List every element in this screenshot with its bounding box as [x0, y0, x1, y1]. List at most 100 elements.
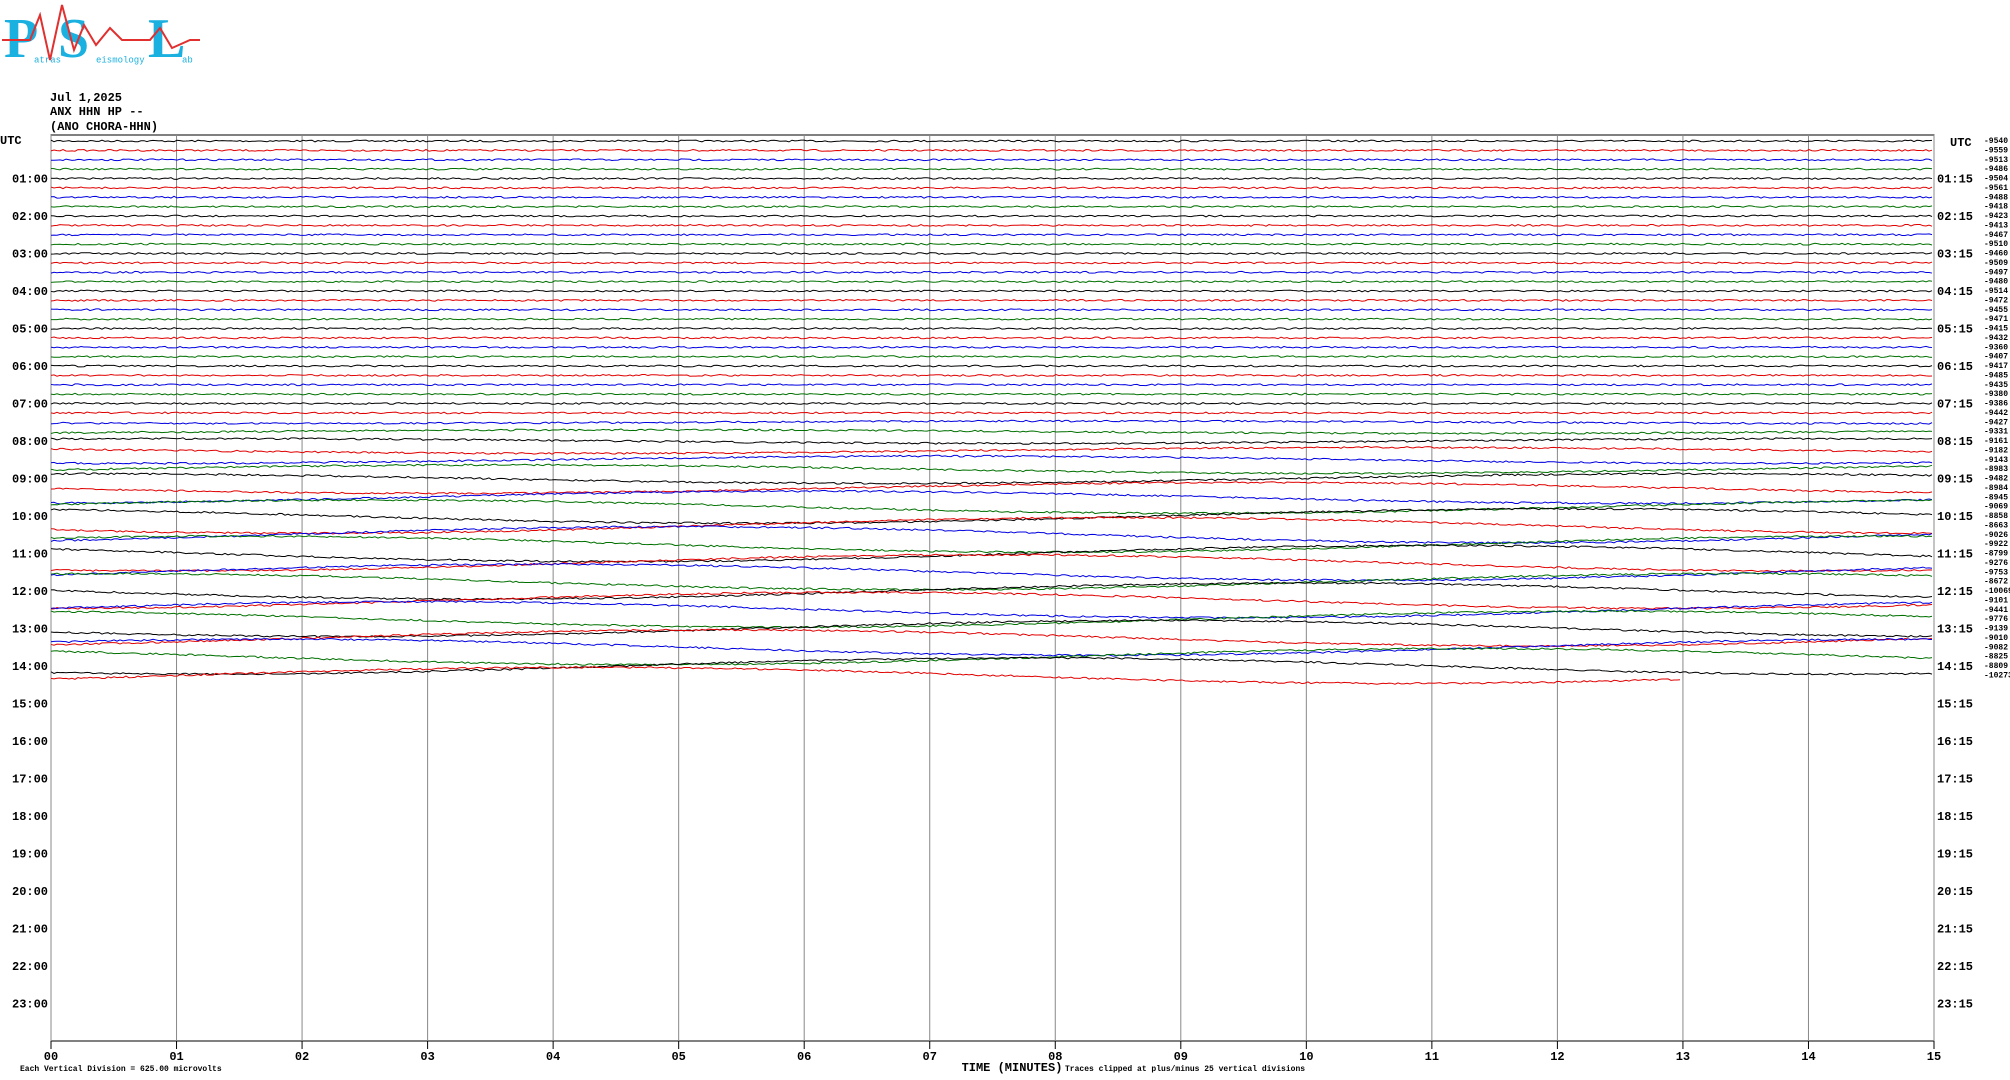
hour-label-right: 14:15	[1937, 660, 1973, 674]
logo-wave	[2, 4, 200, 61]
trace-offset-label: -9471	[1984, 315, 2008, 324]
trace-offset-label: -9472	[1984, 296, 2008, 305]
trace-offset-label: -9026	[1984, 531, 2008, 540]
trace-offset-label: -9485	[1984, 371, 2008, 380]
logo-letter: P	[4, 8, 38, 70]
location: (ANO CHORA-HHN)	[50, 120, 158, 134]
hour-label-right: 21:15	[1937, 923, 1973, 937]
hour-label: 19:00	[12, 848, 48, 862]
trace	[50, 419, 1933, 425]
hour-label-right: 08:15	[1937, 435, 1973, 449]
trace-offset-label: -9455	[1984, 306, 2008, 315]
hour-label: 22:00	[12, 960, 48, 974]
x-tick-label: 06	[797, 1050, 811, 1064]
hour-label-right: 20:15	[1937, 885, 1973, 899]
trace-offset-label: -9161	[1984, 437, 2008, 446]
trace	[50, 392, 1933, 396]
trace-offset-label: -9561	[1984, 184, 2008, 193]
hour-label-right: 15:15	[1937, 698, 1973, 712]
trace-offset-label: -9460	[1984, 250, 2008, 259]
trace-offset-label: -9069	[1984, 503, 2008, 512]
trace-offset-label: -9417	[1984, 362, 2008, 371]
trace	[50, 572, 1933, 592]
x-tick-label: 09	[1174, 1050, 1188, 1064]
trace	[50, 437, 1933, 445]
trace-offset-label: -9010	[1984, 634, 2008, 643]
trace-offset-label: -9514	[1984, 287, 2008, 296]
hour-label: 12:00	[12, 585, 48, 599]
trace-offset-label: -8858	[1984, 512, 2008, 521]
x-tick-label: 04	[546, 1050, 560, 1064]
hour-label-right: 10:15	[1937, 510, 1973, 524]
trace-offset-label: -9082	[1984, 643, 2008, 652]
trace	[50, 553, 1933, 573]
hour-label: 06:00	[12, 360, 48, 374]
trace	[50, 214, 1933, 218]
x-tick-label: 12	[1550, 1050, 1564, 1064]
trace	[50, 609, 1933, 629]
trace	[50, 463, 1933, 475]
trace	[50, 516, 1933, 535]
trace-offset-label: -9510	[1984, 240, 2008, 249]
hour-label-right: 05:15	[1937, 323, 1973, 337]
x-tick-label: 13	[1676, 1050, 1690, 1064]
trace	[50, 383, 1933, 387]
logo-letter: S	[58, 8, 89, 70]
hour-label: 10:00	[12, 510, 48, 524]
trace-offset-label: -9513	[1984, 156, 2008, 165]
trace	[51, 158, 1933, 162]
trace	[50, 600, 1933, 620]
hour-label: 02:00	[12, 210, 48, 224]
trace	[50, 628, 1933, 648]
trace-offset-label: -9413	[1984, 221, 2008, 230]
trace	[50, 581, 1933, 601]
trace	[50, 637, 1933, 657]
trace	[50, 223, 1933, 227]
x-tick-label: 10	[1299, 1050, 1313, 1064]
trace	[50, 534, 1933, 554]
trace-offset-label: -9441	[1984, 606, 2008, 615]
trace	[50, 544, 1933, 563]
trace	[50, 498, 1933, 515]
logo-word: eismology	[96, 55, 145, 65]
hour-label-right: 16:15	[1937, 735, 1973, 749]
trace-offset-label: -9480	[1984, 278, 2008, 287]
trace	[50, 373, 1933, 377]
trace-offset-label: -9753	[1984, 568, 2008, 577]
x-tick-label: 02	[295, 1050, 309, 1064]
hour-label-right: 09:15	[1937, 473, 1973, 487]
trace-offset-label: -9182	[1984, 446, 2008, 455]
hour-label-right: 03:15	[1937, 248, 1973, 262]
trace-offset-label: -8799	[1984, 550, 2008, 559]
trace	[50, 280, 1933, 284]
trace-offset-label: -9331	[1984, 428, 2008, 437]
trace	[50, 507, 1933, 525]
trace-offset-label: -9139	[1984, 625, 2008, 634]
hour-label: 11:00	[12, 548, 48, 562]
trace-offset-label: -9488	[1984, 193, 2008, 202]
trace	[50, 472, 1933, 485]
trace	[50, 139, 1933, 143]
trace	[50, 402, 1933, 405]
hour-label: 14:00	[12, 660, 48, 674]
trace-offset-label: -9386	[1984, 400, 2008, 409]
hour-label-right: 19:15	[1937, 848, 1973, 862]
trace-offset-label: -9360	[1984, 343, 2008, 352]
trace	[50, 446, 1933, 455]
trace	[50, 252, 1933, 255]
trace-offset-label: -9559	[1984, 146, 2008, 155]
hour-label: 13:00	[12, 623, 48, 637]
trace-offset-label: -9504	[1984, 175, 2008, 184]
trace-offset-label: -9776	[1984, 615, 2008, 624]
trace	[50, 242, 1933, 246]
trace	[50, 525, 1933, 545]
trace-offset-label: -8825	[1984, 653, 2008, 662]
trace	[50, 177, 1933, 180]
trace	[50, 336, 1933, 340]
trace	[50, 261, 1933, 265]
hour-label-right: 02:15	[1937, 210, 1973, 224]
trace-offset-label: -8984	[1984, 484, 2008, 493]
scale-note: Each Vertical Division = 625.00 microvol…	[20, 1065, 222, 1074]
trace-offset-label: -10273	[1984, 671, 2010, 680]
x-tick-label: 07	[923, 1050, 937, 1064]
